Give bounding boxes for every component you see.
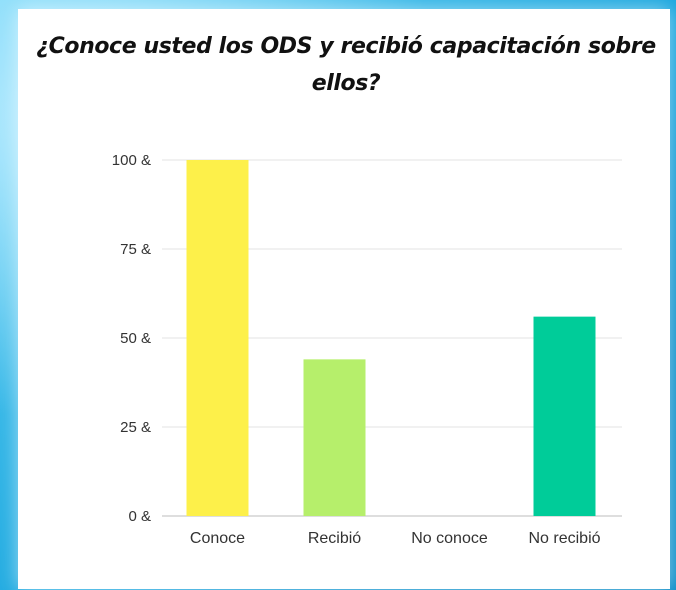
y-axis-ticks: 0 & 25 & 50 & 75 & 100 & — [112, 152, 151, 525]
y-tick-label: 100 & — [112, 152, 151, 169]
y-tick-label: 50 & — [120, 330, 151, 347]
x-axis-categories: Conoce Recibió No conoce No recibió — [190, 530, 601, 547]
x-category-label: Recibió — [308, 530, 361, 547]
bar-no-recibió — [533, 316, 596, 516]
x-category-label: No conoce — [411, 530, 488, 547]
y-tick-label: 0 & — [128, 508, 151, 525]
bar-conoce — [186, 160, 249, 516]
y-tick-label: 75 & — [120, 241, 151, 258]
x-category-label: Conoce — [190, 530, 245, 547]
y-tick-label: 25 & — [120, 419, 151, 436]
bars — [186, 160, 596, 516]
x-category-label: No recibió — [528, 530, 600, 547]
bar-recibió — [303, 359, 366, 516]
chart-title: ¿Conoce usted los ODS y recibió capacita… — [36, 34, 656, 96]
